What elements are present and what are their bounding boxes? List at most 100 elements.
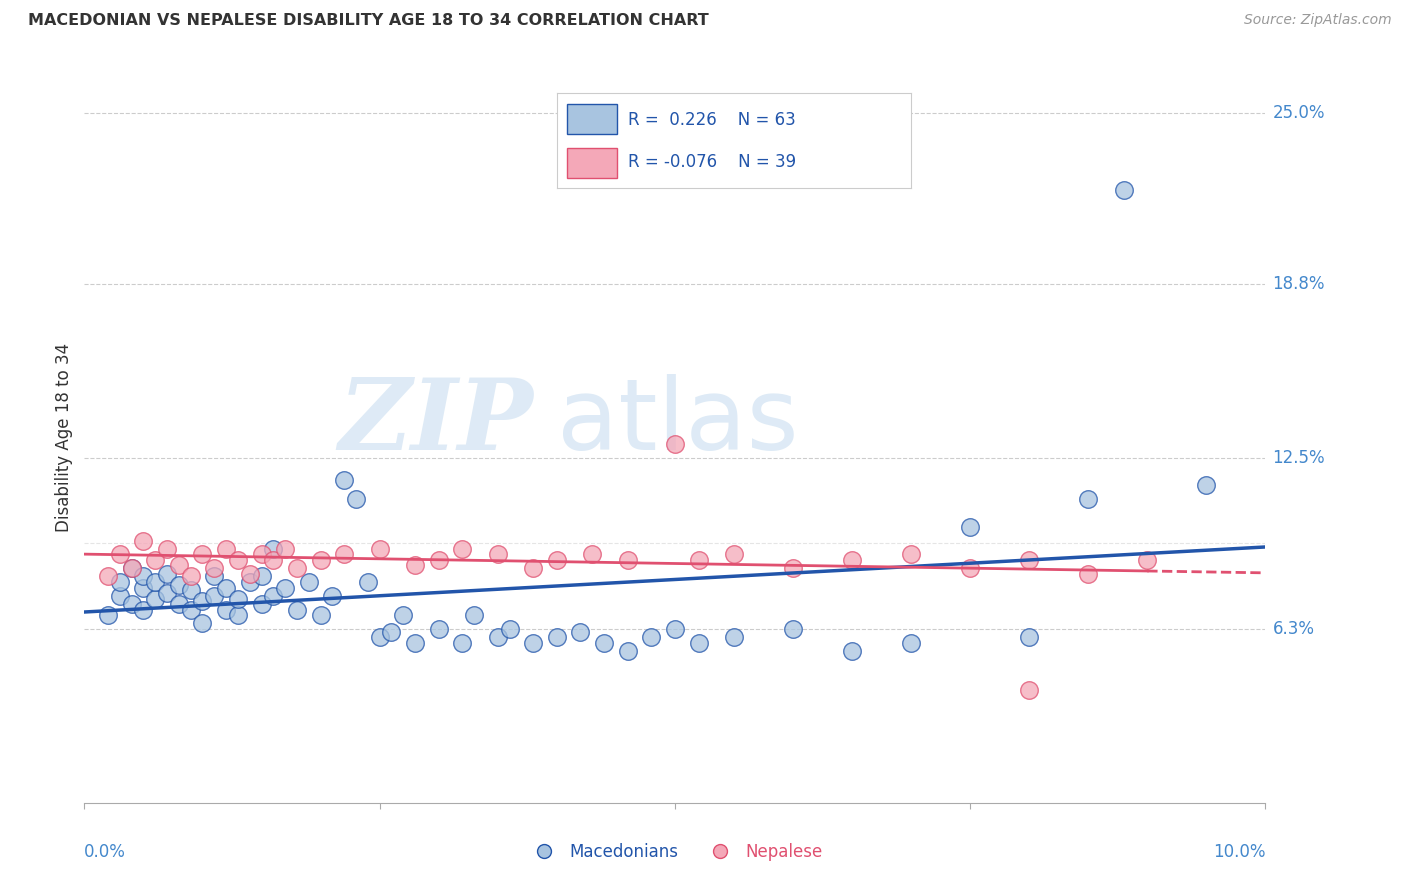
Point bbox=[357, 574, 380, 589]
Point bbox=[180, 569, 202, 583]
Text: 25.0%: 25.0% bbox=[1272, 103, 1324, 122]
Point bbox=[1195, 478, 1218, 492]
Point bbox=[143, 553, 166, 567]
Point bbox=[262, 553, 284, 567]
Text: MACEDONIAN VS NEPALESE DISABILITY AGE 18 TO 34 CORRELATION CHART: MACEDONIAN VS NEPALESE DISABILITY AGE 18… bbox=[28, 13, 709, 29]
Point bbox=[616, 644, 638, 658]
Point bbox=[215, 602, 238, 616]
Text: atlas: atlas bbox=[557, 374, 799, 471]
Point bbox=[368, 541, 391, 556]
Point bbox=[167, 558, 190, 573]
Point bbox=[841, 644, 863, 658]
Point bbox=[404, 558, 426, 573]
Point bbox=[569, 624, 592, 639]
Point bbox=[262, 589, 284, 603]
Point bbox=[309, 608, 332, 623]
Point bbox=[191, 548, 214, 562]
Point bbox=[97, 608, 120, 623]
Point bbox=[167, 578, 190, 592]
Point bbox=[108, 548, 131, 562]
Point bbox=[463, 608, 485, 623]
Point bbox=[427, 622, 450, 636]
Point bbox=[723, 630, 745, 644]
Point bbox=[298, 574, 321, 589]
Point bbox=[226, 591, 249, 606]
Point bbox=[143, 574, 166, 589]
Point bbox=[167, 597, 190, 611]
Point bbox=[156, 541, 179, 556]
Point bbox=[97, 569, 120, 583]
Point bbox=[180, 602, 202, 616]
Point bbox=[215, 581, 238, 595]
Point bbox=[250, 569, 273, 583]
Point bbox=[250, 548, 273, 562]
Point bbox=[108, 589, 131, 603]
Point bbox=[664, 622, 686, 636]
Point bbox=[959, 561, 981, 575]
Point bbox=[202, 561, 225, 575]
Text: 18.8%: 18.8% bbox=[1272, 275, 1324, 293]
Point bbox=[202, 589, 225, 603]
Point bbox=[1018, 630, 1040, 644]
Point bbox=[274, 581, 297, 595]
Point bbox=[392, 608, 415, 623]
Text: 6.3%: 6.3% bbox=[1272, 620, 1315, 638]
Point bbox=[226, 608, 249, 623]
Point bbox=[664, 437, 686, 451]
Point bbox=[132, 581, 155, 595]
Point bbox=[404, 636, 426, 650]
Point bbox=[274, 541, 297, 556]
Point bbox=[1018, 682, 1040, 697]
Point bbox=[132, 602, 155, 616]
Point bbox=[285, 602, 308, 616]
Point bbox=[226, 553, 249, 567]
Point bbox=[451, 541, 474, 556]
Point bbox=[121, 561, 143, 575]
Point bbox=[132, 569, 155, 583]
Point bbox=[285, 561, 308, 575]
Point bbox=[156, 566, 179, 581]
Point bbox=[321, 589, 343, 603]
Text: ZIP: ZIP bbox=[339, 375, 533, 471]
Text: 12.5%: 12.5% bbox=[1272, 449, 1324, 467]
Point bbox=[640, 630, 662, 644]
Point bbox=[900, 548, 922, 562]
Point bbox=[593, 636, 616, 650]
Point bbox=[121, 561, 143, 575]
Point bbox=[900, 636, 922, 650]
Point bbox=[546, 553, 568, 567]
Point bbox=[723, 548, 745, 562]
Point bbox=[239, 566, 262, 581]
Point bbox=[143, 591, 166, 606]
Point bbox=[522, 561, 544, 575]
Point bbox=[688, 553, 710, 567]
Point bbox=[959, 520, 981, 534]
Point bbox=[782, 561, 804, 575]
Point bbox=[1018, 553, 1040, 567]
Point bbox=[498, 622, 520, 636]
Point bbox=[782, 622, 804, 636]
Text: Source: ZipAtlas.com: Source: ZipAtlas.com bbox=[1244, 13, 1392, 28]
Text: 0.0%: 0.0% bbox=[84, 843, 127, 861]
Point bbox=[333, 548, 356, 562]
Point bbox=[486, 548, 509, 562]
Point bbox=[522, 636, 544, 650]
Point bbox=[191, 594, 214, 608]
Point bbox=[841, 553, 863, 567]
Point bbox=[546, 630, 568, 644]
Point bbox=[1077, 566, 1099, 581]
Y-axis label: Disability Age 18 to 34: Disability Age 18 to 34 bbox=[55, 343, 73, 532]
Point bbox=[202, 569, 225, 583]
Point bbox=[121, 597, 143, 611]
Point bbox=[156, 586, 179, 600]
Point bbox=[108, 574, 131, 589]
Point bbox=[368, 630, 391, 644]
Point bbox=[486, 630, 509, 644]
Point bbox=[215, 541, 238, 556]
Point bbox=[1112, 183, 1135, 197]
Point bbox=[427, 553, 450, 567]
Point bbox=[191, 616, 214, 631]
Point bbox=[344, 492, 367, 507]
Point bbox=[1077, 492, 1099, 507]
Point bbox=[451, 636, 474, 650]
